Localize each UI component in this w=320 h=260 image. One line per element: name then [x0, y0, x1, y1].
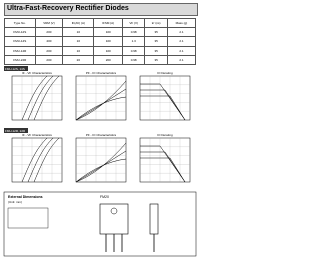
cell: 2.1: [166, 45, 197, 56]
cell: 2.1: [166, 36, 197, 47]
dimensions-title: External Dimensions: [8, 195, 43, 199]
graph-frame: [11, 75, 63, 121]
cell: 10: [62, 27, 95, 38]
spec-table: Type No. VRM (V) IF(AV) (A) IFSM (A) VF (V) t…: [4, 17, 197, 65]
cell: 2.1: [166, 54, 197, 65]
graph-title: PF - IO Characteristics: [86, 71, 117, 75]
package-body: [99, 203, 129, 235]
row: FMU-12S 200 10 100 0.98 35 2.1: [4, 27, 197, 38]
cell: 2.1: [166, 27, 197, 38]
graph-curve: [75, 150, 127, 183]
package-side: [149, 203, 159, 235]
cell: 20: [62, 54, 95, 65]
section-tag-bg: [4, 128, 28, 133]
graph-curve: [75, 142, 127, 183]
graph-curve: [140, 83, 186, 121]
section-tag-bg: [4, 66, 28, 71]
graph-curve: [33, 137, 60, 183]
schematic-box: [7, 207, 49, 229]
cell: 0.98: [122, 54, 146, 65]
dimensions-note: (Unit: mm): [8, 200, 22, 204]
graph-curve: [75, 158, 127, 183]
package-label: FM20: [100, 195, 109, 199]
graph-title: PF - IO Characteristics: [86, 133, 117, 137]
graph-curve: [75, 80, 127, 121]
graph-curve: [27, 75, 54, 121]
graph-curve: [21, 75, 48, 121]
graph-frame: [139, 137, 191, 183]
row: FMU-12R 200 10 100 0.98 35 2.1: [4, 45, 197, 56]
cell: 10: [62, 45, 95, 56]
graph-curve: [140, 89, 186, 121]
section-tag: FMU-12R, 22R: [5, 129, 26, 133]
row: FMU-14S 400 10 100 1.3 35 2.1: [4, 36, 197, 47]
graph-curve: [75, 96, 127, 121]
row: FMU-22R 200 20 200 0.98 35 2.1: [4, 54, 197, 65]
graph-frame: [75, 75, 127, 121]
graph-curve: [21, 137, 48, 183]
graph-curve: [140, 157, 186, 183]
cell: 10: [62, 36, 95, 47]
graph-curve: [75, 88, 127, 121]
graph-title: IF - VF Characteristics: [22, 133, 52, 137]
cell: 1.3: [122, 36, 146, 47]
graph-title: IO Derating: [157, 133, 173, 137]
graph-frame: [139, 75, 191, 121]
graph-curve: [140, 145, 186, 183]
graph-title: IO Derating: [157, 71, 173, 75]
graph-curve: [140, 151, 186, 183]
graph-frame: [75, 137, 127, 183]
cell: 0.98: [122, 27, 146, 38]
package-hole: [110, 207, 118, 215]
cell: 0.98: [122, 45, 146, 56]
graph-title: IF - VF Characteristics: [22, 71, 52, 75]
graph-frame: [11, 137, 63, 183]
graph-curve: [27, 137, 54, 183]
section-tag: FMU-12S, 14S: [5, 67, 25, 71]
graph-curve: [33, 75, 60, 121]
page: Ultra-Fast-Recovery Rectifier Diodes Typ…: [3, 3, 198, 257]
title: Ultra-Fast-Recovery Rectifier Diodes: [7, 5, 129, 12]
graph-curve: [140, 95, 186, 121]
dimensions-frame: [3, 191, 197, 257]
title-bar: [4, 3, 198, 16]
